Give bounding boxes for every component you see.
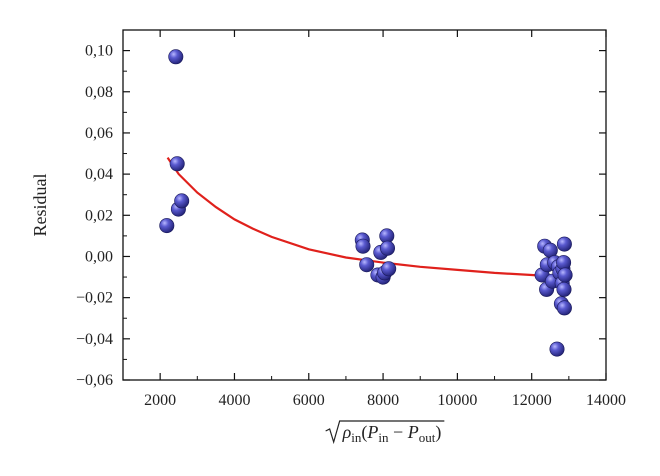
x-tick-label: 8000 (367, 392, 399, 409)
fit-curve (166, 156, 566, 279)
x-tick-label: 2000 (144, 392, 176, 409)
data-point (168, 49, 184, 65)
data-point (556, 300, 572, 316)
x-tick-label: 4000 (218, 392, 250, 409)
data-point (381, 261, 397, 277)
data-point (379, 240, 395, 256)
x-axis-ticks: 2000 4000 6000 8000 10000 12000 14000 (144, 30, 626, 409)
y-axis-title: Residual (30, 174, 50, 237)
y-axis-ticks: −0,06 −0,04 −0,02 0,00 0,02 0,04 0,06 0,08 0,10 (76, 43, 606, 389)
data-point (556, 281, 572, 297)
y-tick-label: −0,06 (76, 372, 113, 389)
y-tick-label: 0,00 (85, 248, 113, 265)
y-tick-label: 0,04 (85, 166, 113, 183)
y-tick-label: 0,10 (85, 43, 113, 60)
x-tick-label: 12000 (512, 392, 552, 409)
data-point (355, 238, 371, 254)
data-point (549, 341, 565, 357)
data-points-layer (159, 49, 573, 357)
plot-frame (122, 29, 607, 381)
y-tick-label: −0,04 (76, 331, 113, 348)
x-tick-label: 14000 (586, 392, 626, 409)
data-point (159, 218, 175, 234)
data-point (556, 255, 572, 271)
data-point (359, 257, 375, 273)
y-tick-label: 0,08 (85, 84, 113, 101)
y-tick-label: −0,02 (76, 290, 113, 307)
radical-sign (325, 420, 445, 445)
data-point (174, 193, 190, 209)
y-tick-label: 0,06 (85, 125, 113, 142)
data-point (556, 236, 572, 252)
fit-curve-layer (166, 156, 566, 279)
x-tick-label: 6000 (293, 392, 325, 409)
data-point (557, 267, 573, 283)
x-axis-title-text: ρin(Pin − Pout) (342, 422, 442, 445)
x-axis-title: ρin(Pin − Pout) (325, 420, 445, 445)
x-tick-label: 10000 (437, 392, 477, 409)
y-tick-label: 0,02 (85, 207, 113, 224)
data-point (169, 156, 185, 172)
